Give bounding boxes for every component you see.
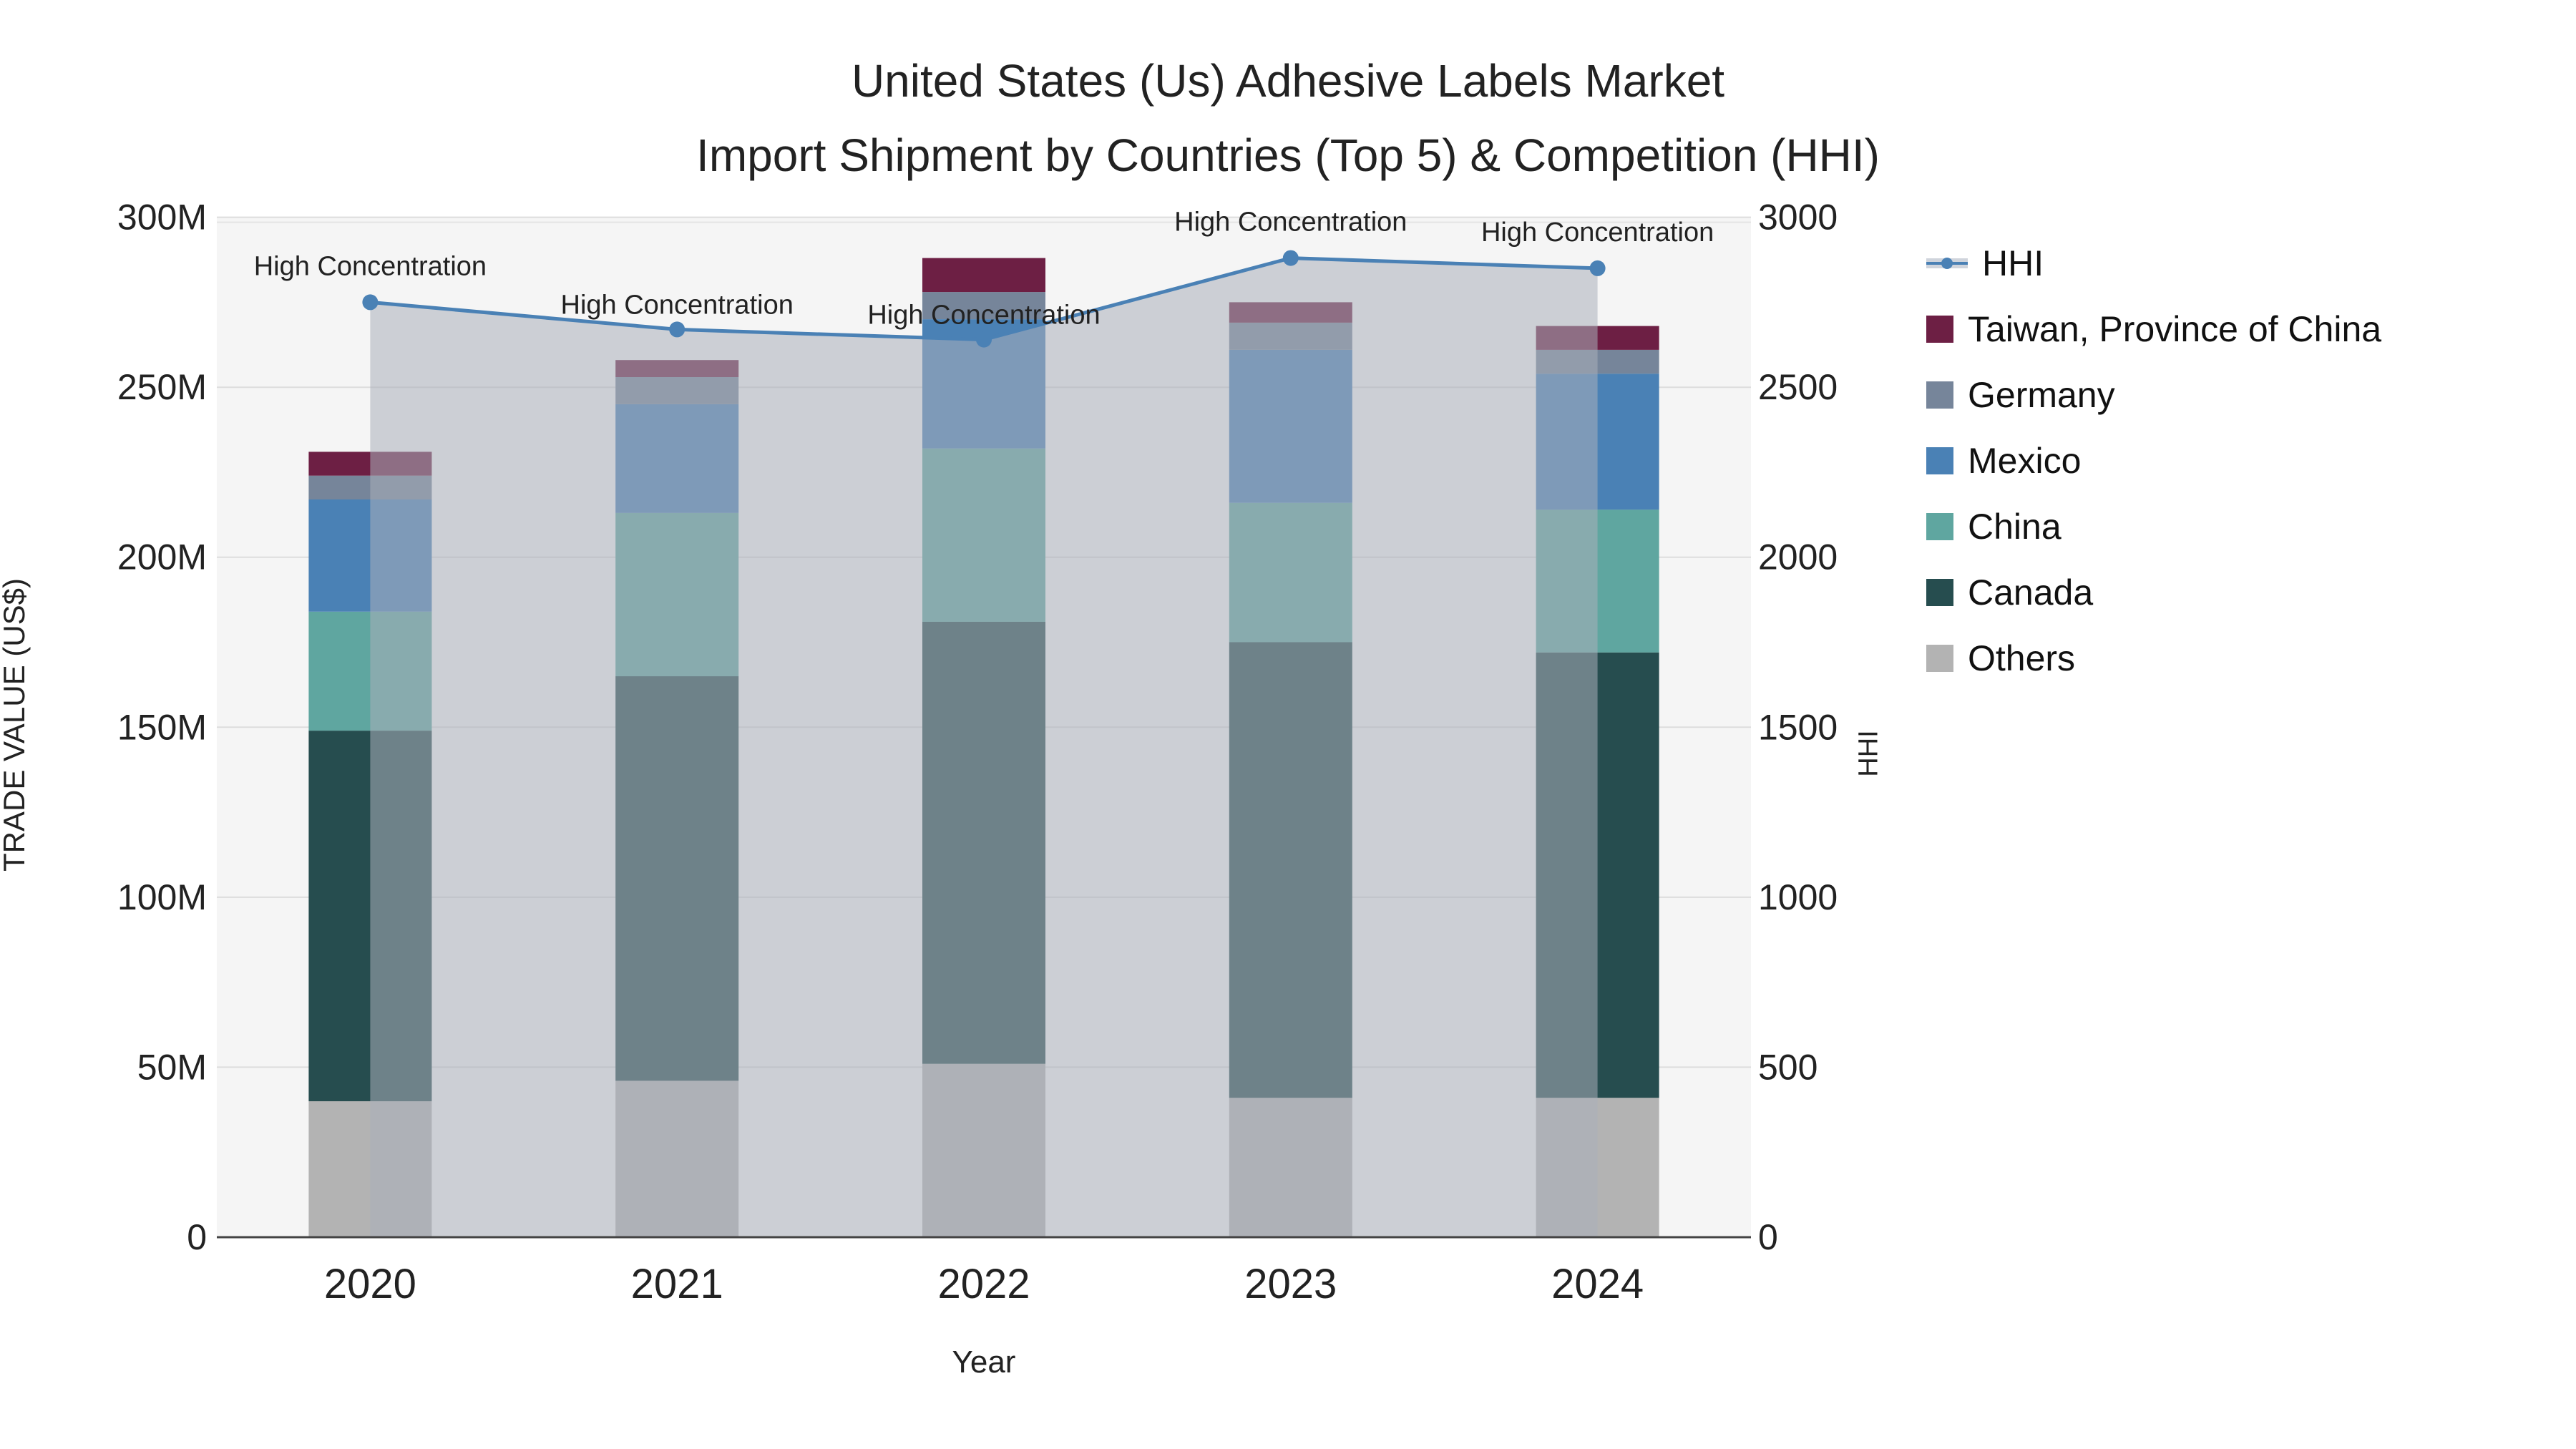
svg-text:300M: 300M [117,197,207,238]
svg-text:2020: 2020 [324,1261,416,1307]
svg-text:3000: 3000 [1758,197,1838,238]
svg-text:0: 0 [1758,1217,1778,1257]
svg-text:High Concentration: High Concentration [254,251,487,281]
svg-text:High Concentration: High Concentration [867,301,1100,331]
svg-text:2022: 2022 [937,1261,1030,1307]
svg-text:100M: 100M [117,877,207,917]
svg-text:2500: 2500 [1758,367,1838,407]
svg-text:250M: 250M [117,367,207,407]
svg-text:500: 500 [1758,1047,1818,1087]
svg-text:0: 0 [187,1217,207,1257]
svg-text:50M: 50M [137,1047,207,1087]
svg-text:200M: 200M [117,537,207,577]
svg-text:150M: 150M [117,707,207,747]
svg-text:2023: 2023 [1244,1261,1337,1307]
svg-text:1000: 1000 [1758,877,1838,917]
svg-text:High Concentration: High Concentration [561,290,794,320]
svg-text:1500: 1500 [1758,707,1838,747]
svg-text:High Concentration: High Concentration [1174,208,1407,238]
svg-text:2024: 2024 [1551,1261,1644,1307]
svg-text:2021: 2021 [631,1261,723,1307]
svg-text:2000: 2000 [1758,537,1838,577]
svg-text:High Concentration: High Concentration [1481,218,1714,248]
